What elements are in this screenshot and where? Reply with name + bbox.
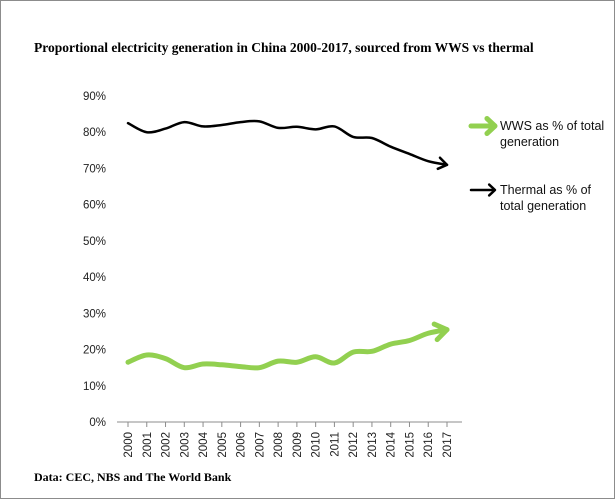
x-tick-label: 2014 [386,431,398,457]
y-tick-label: 50% [83,236,106,248]
legend-label: Thermal as % of [500,183,592,197]
y-tick-label: 0% [89,417,106,429]
x-tick-label: 2003 [179,432,191,458]
chart-title: Proportional electricity generation in C… [34,40,534,55]
y-tick-label: 60% [83,200,106,212]
x-tick-labels: 2000 2001 2002 2003 2004 2005 2006 2007 2008 2009… [123,431,454,457]
x-tick-label: 2005 [217,432,229,458]
axes [117,421,462,427]
series-lines [125,119,450,371]
x-tick-label: 2011 [329,432,341,457]
y-tick-label: 20% [83,345,106,357]
x-tick-label: 2006 [236,432,248,458]
x-tick-label: 2004 [198,431,210,457]
y-tick-label: 10% [83,381,106,393]
x-tick-label: 2009 [292,432,304,458]
legend: WWS as % of total generation Thermal as % … [468,116,604,213]
x-tick-label: 2015 [404,432,416,458]
x-tick-label: 2000 [123,432,135,458]
y-tick-label: 70% [83,163,106,175]
x-tick-label: 2002 [161,432,173,458]
legend-arrow-icon [484,116,498,136]
y-tick-label: 30% [83,308,106,320]
wws-series-line [125,327,450,371]
y-tick-labels: 0% 10% 20% 30% 40% 50% 60% 70% 80% 90% [83,91,106,429]
y-tick-label: 90% [83,91,106,103]
x-tick-label: 2001 [142,432,154,458]
x-tick-label: 2012 [348,432,360,458]
legend-label: WWS as % of total [500,119,604,133]
y-tick-label: 40% [83,272,106,284]
data-source-note: Data: CEC, NBS and The World Bank [34,470,232,484]
x-tick-label: 2016 [423,432,435,458]
legend-thermal: Thermal as % of total generation [469,183,592,213]
legend-label: generation [500,135,559,149]
legend-arrow-icon [487,183,497,197]
x-tick-label: 2008 [273,432,285,458]
thermal-series-arrow [436,156,449,171]
x-tick-label: 2013 [367,432,379,458]
legend-label: total generation [500,199,586,213]
thermal-series-line [126,119,449,167]
x-tick-label: 2010 [311,432,323,458]
x-tick-label: 2017 [442,432,454,458]
legend-wws: WWS as % of total generation [468,116,604,149]
y-tick-label: 80% [83,127,106,139]
wws-series-arrow [431,321,450,343]
x-tick-label: 2007 [254,432,266,458]
